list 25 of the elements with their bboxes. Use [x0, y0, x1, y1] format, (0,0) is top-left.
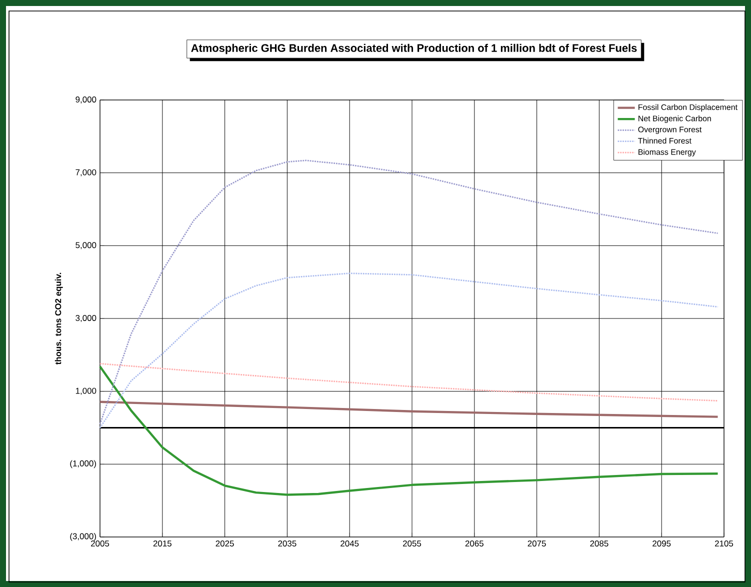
y-tick-label: 9,000: [76, 96, 96, 104]
y-tick-label: 5,000: [76, 242, 96, 250]
y-tick-label: 1,000: [76, 388, 96, 395]
y-axis-title: thous. tons CO2 equiv.: [54, 272, 63, 365]
line-series: [99, 160, 718, 425]
x-tick-label: 2055: [403, 540, 422, 546]
x-tick-label: 2005: [91, 540, 110, 546]
x-tick-label: 2035: [278, 540, 296, 546]
y-tick-label: 3,000: [76, 314, 96, 322]
x-tick-label: 2045: [340, 540, 359, 546]
x-tick-label: 2095: [652, 540, 671, 546]
y-tick-label: (3,000): [70, 533, 96, 541]
x-tick-label: 2065: [465, 540, 484, 546]
y-tick-label: 7,000: [76, 169, 96, 176]
line-series: [98, 400, 719, 418]
x-tick-label: 2025: [216, 540, 234, 546]
y-tick-label: (1,000): [70, 460, 96, 468]
x-tick-label: 2085: [590, 540, 608, 546]
chart-title: Atmospheric GHG Burden Associated with Production of 1 million bdt of Forest Fuels: [191, 44, 637, 54]
line-series: [99, 362, 718, 402]
line-series: [99, 272, 718, 428]
x-tick-label: 2105: [715, 540, 734, 546]
x-tick-label: 2075: [528, 540, 546, 546]
line-series: [98, 365, 719, 496]
x-tick-label: 2015: [153, 540, 172, 546]
